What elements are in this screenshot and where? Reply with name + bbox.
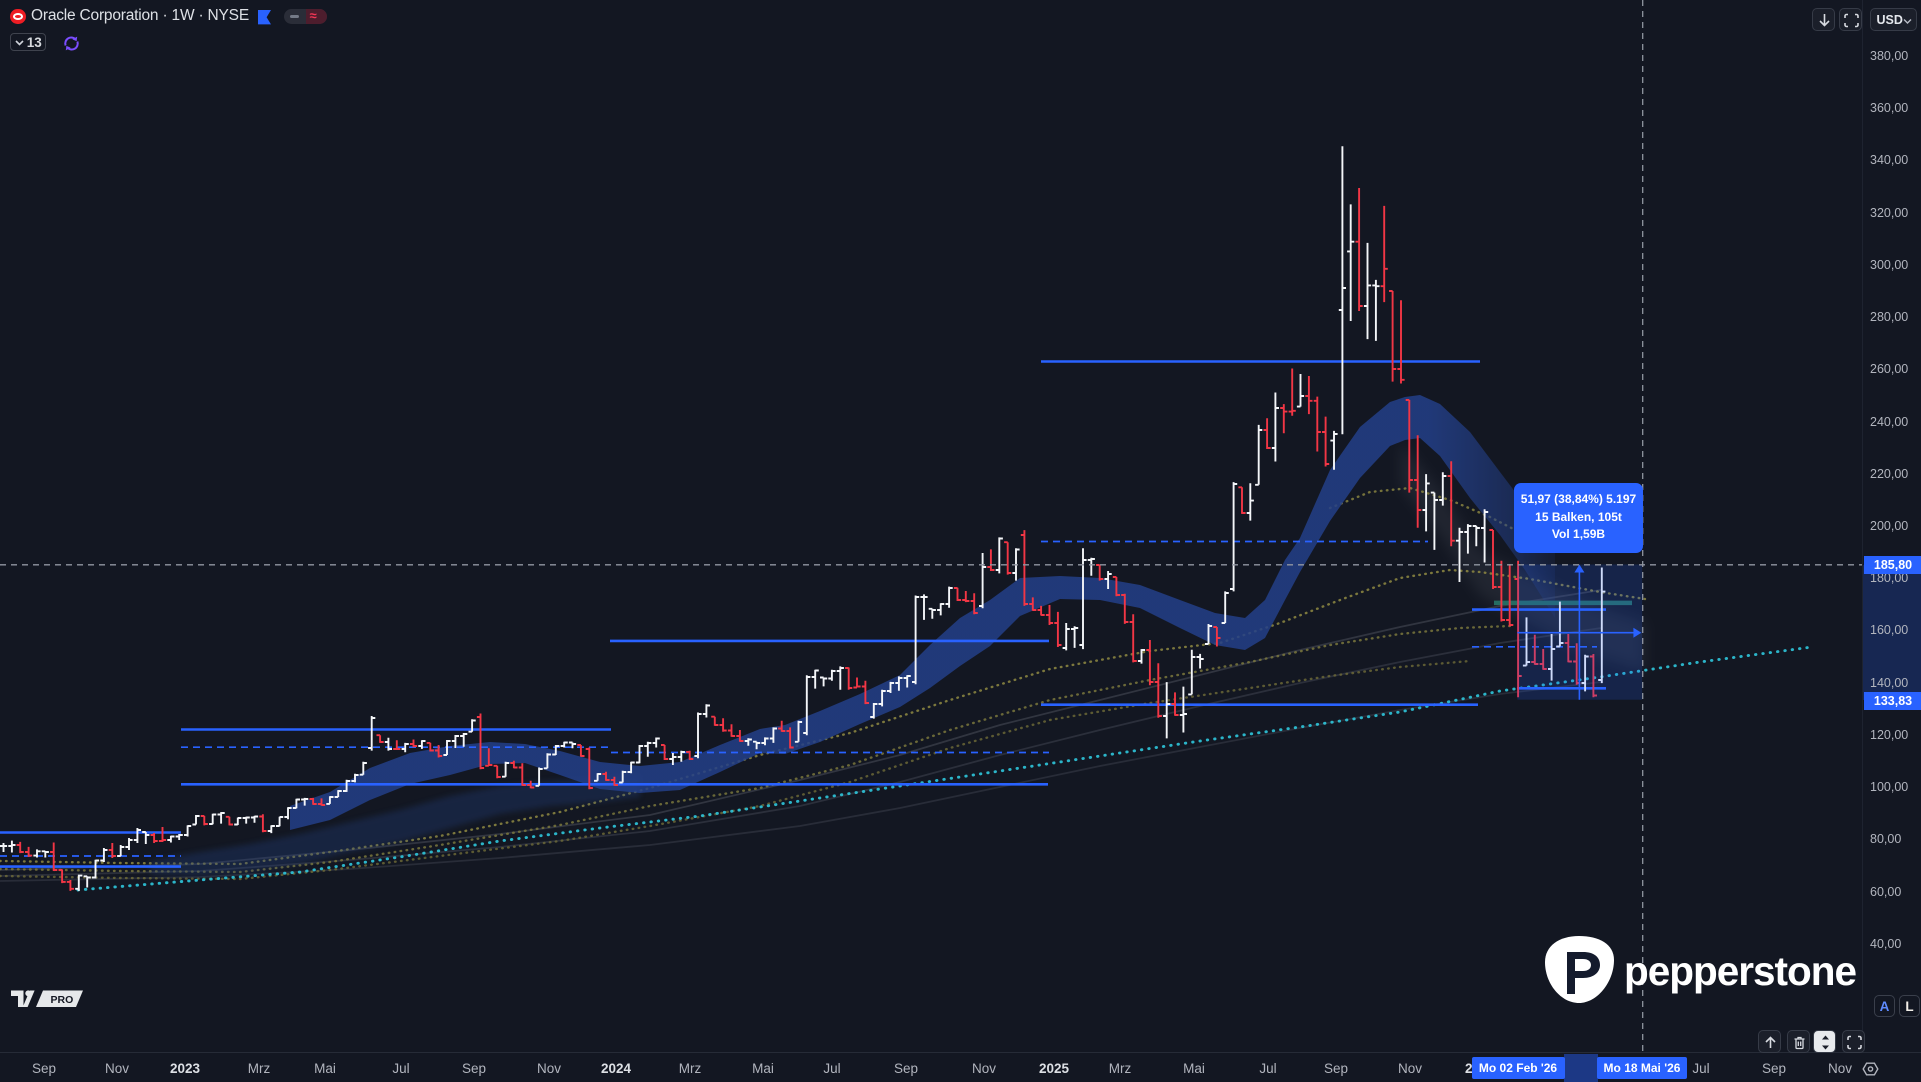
svg-text:pepperstone: pepperstone <box>1624 948 1857 994</box>
svg-text:PRO: PRO <box>51 994 74 1006</box>
